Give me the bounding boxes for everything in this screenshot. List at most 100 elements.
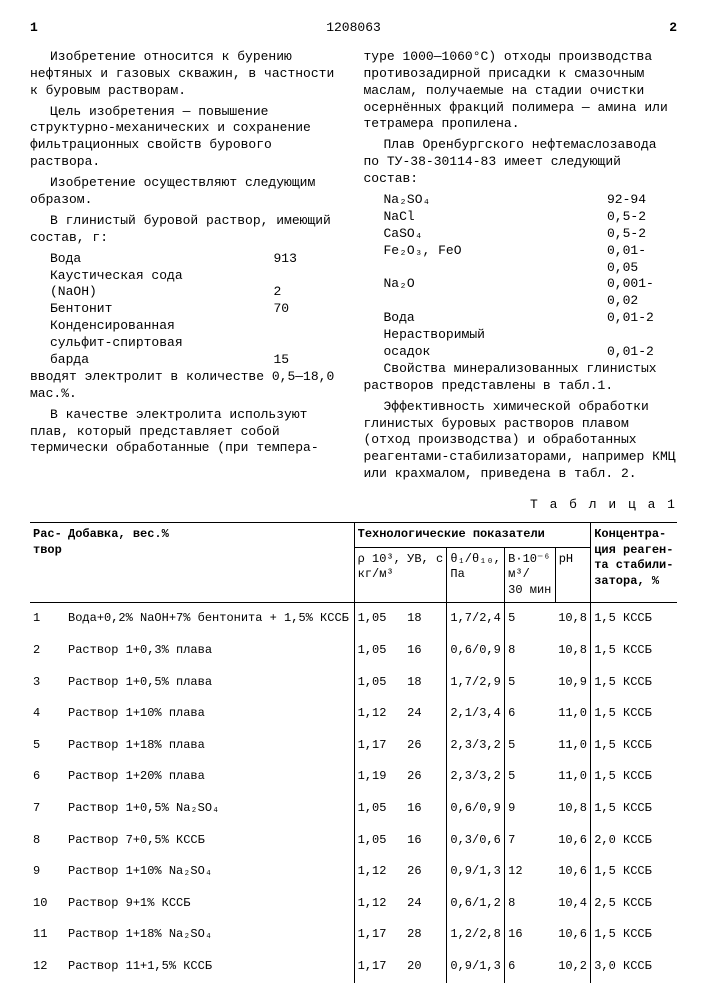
table-cell: 10,4 bbox=[555, 888, 591, 920]
table-cell: 5 bbox=[505, 761, 556, 793]
table-cell: 10,8 bbox=[555, 603, 591, 635]
table-cell: 10,8 bbox=[555, 635, 591, 667]
comp-value: 70 bbox=[274, 301, 344, 318]
para: вводят электролит в количестве 0,5—18,0 … bbox=[30, 369, 344, 403]
composition-row: Каустическая сода bbox=[30, 268, 344, 285]
table-cell: 1,12 bbox=[354, 698, 404, 730]
table-cell: 10,6 bbox=[555, 825, 591, 857]
table-cell: 20 bbox=[404, 951, 447, 983]
table-cell: 2,0 КССБ bbox=[591, 825, 677, 857]
table-cell: Раствор 1+18% плава bbox=[65, 730, 354, 762]
table-cell: 26 bbox=[404, 730, 447, 762]
col-header: Концентра- ция реаген- та стабили- затор… bbox=[591, 523, 677, 603]
table-cell: 6 bbox=[505, 951, 556, 983]
table-row: 8Раствор 7+0,5% КССБ1,05160,3/0,6710,62,… bbox=[30, 825, 677, 857]
table-cell: 24 bbox=[404, 698, 447, 730]
table-cell: 26 bbox=[404, 856, 447, 888]
para: В качестве электролита используют плав, … bbox=[30, 407, 344, 458]
comp-value: 0,01-2 bbox=[607, 344, 677, 361]
table-cell: 0,9/1,3 bbox=[447, 856, 505, 888]
table-cell: 1,5 КССБ bbox=[591, 667, 677, 699]
col-header: Добавка, вес.% bbox=[65, 523, 354, 603]
composition-list: Вода913Каустическая сода(NaOH)2Бентонит7… bbox=[30, 251, 344, 369]
table-cell: Раствор 1+10% плава bbox=[65, 698, 354, 730]
comp-value: 92-94 bbox=[607, 192, 677, 209]
table-cell: 10,6 bbox=[555, 856, 591, 888]
para: В глинистый буровой раствор, имеющий сос… bbox=[30, 213, 344, 247]
table-cell: 0,6/0,9 bbox=[447, 793, 505, 825]
table-cell: 11,0 bbox=[555, 730, 591, 762]
table-cell: 1,05 bbox=[354, 603, 404, 635]
comp-label: NaCl bbox=[364, 209, 608, 226]
two-column-text: Изобретение относится к бурению нефтяных… bbox=[30, 49, 677, 487]
para: Изобретение осуществляют следующим образ… bbox=[30, 175, 344, 209]
composition-row: Na₂O0,001-0,02 bbox=[364, 276, 678, 310]
para: Плав Оренбургского нефтемаслозавода по Т… bbox=[364, 137, 678, 188]
comp-value bbox=[274, 268, 344, 285]
col-header: Рас- твор bbox=[30, 523, 65, 603]
table-cell: 24 bbox=[404, 888, 447, 920]
comp-label: Вода bbox=[30, 251, 274, 268]
comp-label: осадок bbox=[364, 344, 608, 361]
comp-value: 0,01-2 bbox=[607, 310, 677, 327]
table-cell: 11,0 bbox=[555, 761, 591, 793]
comp-label: Каустическая сода bbox=[30, 268, 274, 285]
comp-label: Бентонит bbox=[30, 301, 274, 318]
table-cell: 1,5 КССБ bbox=[591, 919, 677, 951]
table-row: 10Раствор 9+1% КССБ1,12240,6/1,2810,42,5… bbox=[30, 888, 677, 920]
composition-row: Вода913 bbox=[30, 251, 344, 268]
table-cell: 0,9/1,3 bbox=[447, 951, 505, 983]
comp-label: барда bbox=[30, 352, 274, 369]
table-cell: 12 bbox=[30, 951, 65, 983]
table-row: 5Раствор 1+18% плава1,17262,3/3,2511,01,… bbox=[30, 730, 677, 762]
comp-label: CaSO₄ bbox=[364, 226, 608, 243]
table-row: 1Вода+0,2% NaOH+7% бентонита + 1,5% КССБ… bbox=[30, 603, 677, 635]
right-column: туре 1000—1060°С) отходы производства пр… bbox=[364, 49, 678, 487]
table-cell: 9 bbox=[30, 856, 65, 888]
table-cell: 11,0 bbox=[555, 698, 591, 730]
composition-row: Нерастворимый bbox=[364, 327, 678, 344]
comp-label: Вода bbox=[364, 310, 608, 327]
table-cell: 8 bbox=[505, 888, 556, 920]
table-cell: 10 bbox=[30, 888, 65, 920]
table-cell: 7 bbox=[505, 825, 556, 857]
table-row: 9Раствор 1+10% Na₂SO₄1,12260,9/1,31210,6… bbox=[30, 856, 677, 888]
comp-value: 0,01-0,05 bbox=[607, 243, 677, 277]
left-column: Изобретение относится к бурению нефтяных… bbox=[30, 49, 344, 487]
table-cell: 0,6/0,9 bbox=[447, 635, 505, 667]
table-cell: 8 bbox=[505, 635, 556, 667]
col-subheader: В·10⁻⁶ м³/ 30 мин bbox=[505, 547, 556, 603]
table-cell: 6 bbox=[505, 698, 556, 730]
table-cell: 6 bbox=[30, 761, 65, 793]
para: Эффективность химической обработки глини… bbox=[364, 399, 678, 483]
para: туре 1000—1060°С) отходы производства пр… bbox=[364, 49, 678, 133]
table-cell: 1,05 bbox=[354, 635, 404, 667]
table-cell: 16 bbox=[404, 825, 447, 857]
table-cell: 1,19 bbox=[354, 761, 404, 793]
table-row: 11Раствор 1+18% Na₂SO₄1,17281,2/2,81610,… bbox=[30, 919, 677, 951]
table-row: 3Раствор 1+0,5% плава1,05181,7/2,9510,91… bbox=[30, 667, 677, 699]
table-row: 7Раствор 1+0,5% Na₂SO₄1,05160,6/0,9910,8… bbox=[30, 793, 677, 825]
table-cell: 1,5 КССБ bbox=[591, 730, 677, 762]
table-cell: Раствор 1+18% Na₂SO₄ bbox=[65, 919, 354, 951]
table-cell: 5 bbox=[30, 730, 65, 762]
table-cell: Раствор 1+0,5% Na₂SO₄ bbox=[65, 793, 354, 825]
comp-value: 913 bbox=[274, 251, 344, 268]
table-cell: 10,6 bbox=[555, 919, 591, 951]
table-cell: 1,12 bbox=[354, 888, 404, 920]
composition-row: сульфит-спиртовая bbox=[30, 335, 344, 352]
table-cell: 10,9 bbox=[555, 667, 591, 699]
table-cell: 1,17 bbox=[354, 951, 404, 983]
table-cell: 1 bbox=[30, 603, 65, 635]
table-cell: 11 bbox=[30, 919, 65, 951]
table-cell: Вода+0,2% NaOH+7% бентонита + 1,5% КССБ bbox=[65, 603, 354, 635]
comp-label: Na₂O bbox=[364, 276, 608, 310]
table-cell: 18 bbox=[404, 667, 447, 699]
table-cell: 3,0 КССБ bbox=[591, 951, 677, 983]
composition-row: барда15 bbox=[30, 352, 344, 369]
comp-value: 2 bbox=[274, 284, 344, 301]
composition-row: CaSO₄0,5-2 bbox=[364, 226, 678, 243]
page-header: 1 1208063 2 bbox=[30, 20, 677, 37]
comp-value bbox=[274, 335, 344, 352]
table-row: 2Раствор 1+0,3% плава1,05160,6/0,9810,81… bbox=[30, 635, 677, 667]
